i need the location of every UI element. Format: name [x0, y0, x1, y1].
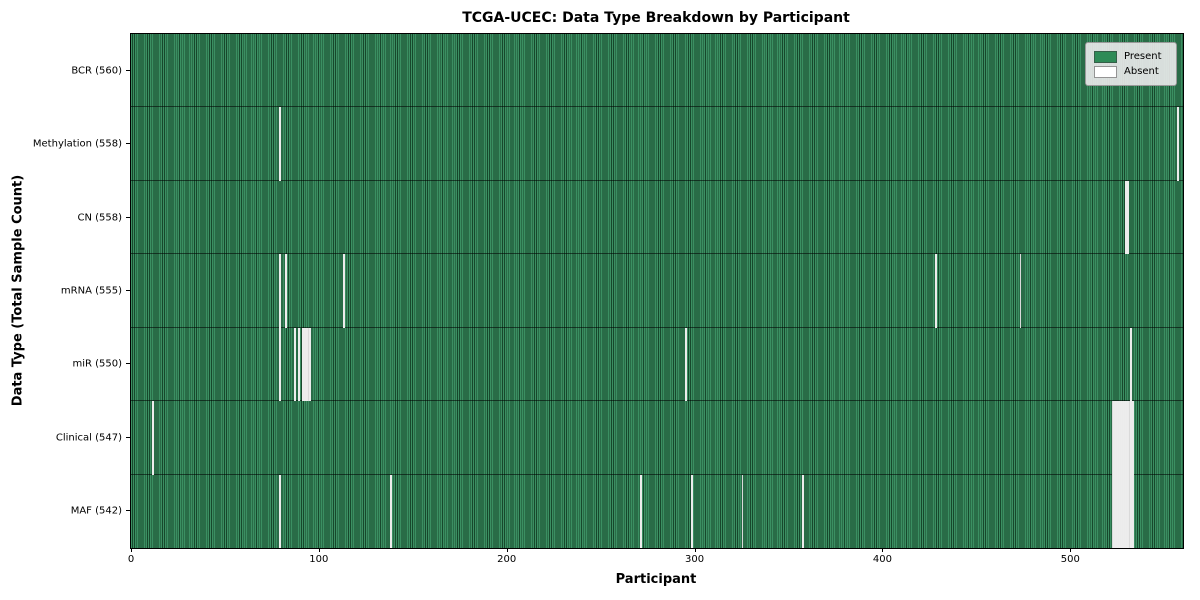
absent-cell [1121, 401, 1123, 475]
absent-cell [935, 254, 937, 328]
absent-cell [294, 327, 297, 402]
absent-cell [1132, 474, 1135, 548]
absent-cell [1128, 401, 1131, 475]
absent-cell [1130, 327, 1133, 402]
y-tick-label-mrna: mRNA (555) [60, 285, 122, 297]
heatmap-row-clinical [131, 401, 1183, 475]
absent-cell [1115, 474, 1118, 548]
y-tick-label-methylation: Methylation (558) [32, 138, 122, 150]
legend-label-present: Present [1124, 51, 1162, 62]
absent-cell [685, 327, 688, 402]
x-tick-mark [506, 548, 508, 552]
x-tick-mark [882, 548, 884, 552]
absent-cell [1117, 401, 1120, 475]
absent-cell [1121, 474, 1123, 548]
absent-cell [1177, 107, 1180, 181]
absent-cell [1111, 474, 1114, 548]
absent-cell [1117, 474, 1120, 548]
absent-cell [1113, 474, 1116, 548]
absent-cell [1126, 180, 1129, 255]
absent-cell [151, 401, 154, 475]
chart-title: TCGA-UCEC: Data Type Breakdown by Partic… [462, 10, 850, 26]
heatmap-row-bcr [131, 34, 1183, 108]
y-tick-mark [126, 436, 130, 438]
absent-cell [1122, 401, 1125, 475]
absent-cell [305, 327, 308, 402]
y-tick-mark [126, 363, 130, 365]
absent-cell [640, 474, 642, 548]
absent-cell [1132, 401, 1135, 475]
y-tick-label-cn: CN (558) [77, 212, 122, 224]
heatmap-row-methylation [131, 107, 1183, 181]
absent-cell [303, 327, 306, 402]
absent-cell [1128, 474, 1131, 548]
absent-cell [279, 474, 282, 548]
absent-cell [801, 474, 804, 548]
x-tick-label-400: 400 [872, 554, 892, 565]
absent-cell [1111, 401, 1114, 475]
absent-swatch-icon [1094, 65, 1117, 78]
x-tick-mark [694, 548, 696, 552]
x-tick-label-300: 300 [685, 554, 705, 565]
y-tick-label-mir: miR (550) [72, 358, 122, 370]
absent-cell [301, 327, 304, 402]
absent-cell [1019, 254, 1022, 328]
y-tick-label-maf: MAF (542) [70, 505, 122, 517]
absent-cell [1122, 474, 1125, 548]
legend: Present Absent [1085, 42, 1177, 86]
x-tick-mark [1070, 548, 1072, 552]
heatmap-plot [130, 33, 1184, 549]
present-swatch-icon [1094, 50, 1117, 63]
absent-cell [309, 327, 312, 402]
absent-cell [1119, 474, 1121, 548]
x-tick-label-500: 500 [1060, 554, 1080, 565]
x-tick-label-100: 100 [309, 554, 329, 565]
x-tick-label-0: 0 [127, 554, 135, 565]
heatmap-row-mrna [131, 254, 1183, 328]
absent-cell [285, 254, 287, 328]
absent-cell [1124, 474, 1127, 548]
absent-cell [279, 254, 282, 328]
legend-item-absent: Absent [1094, 64, 1168, 79]
absent-cell [1130, 474, 1133, 548]
x-tick-label-200: 200 [497, 554, 517, 565]
y-tick-mark [126, 510, 130, 512]
y-tick-label-clinical: Clinical (547) [55, 432, 122, 444]
y-tick-mark [126, 143, 130, 145]
absent-cell [1130, 401, 1133, 475]
absent-cell [1124, 180, 1127, 255]
y-tick-mark [126, 216, 130, 218]
absent-cell [279, 327, 282, 402]
absent-cell [1115, 401, 1118, 475]
absent-cell [1113, 401, 1116, 475]
legend-label-absent: Absent [1124, 66, 1159, 77]
y-tick-label-bcr: BCR (560) [71, 65, 122, 77]
absent-cell [690, 474, 693, 548]
absent-cell [298, 327, 301, 402]
absent-cell [1126, 474, 1129, 548]
x-tick-mark [131, 548, 132, 552]
heatmap-row-cn [131, 180, 1183, 255]
absent-cell [279, 107, 282, 181]
y-tick-mark [126, 69, 130, 71]
legend-item-present: Present [1094, 49, 1168, 64]
heatmap-row-maf [131, 474, 1183, 548]
absent-cell [1119, 401, 1121, 475]
heatmap-row-mir [131, 327, 1183, 402]
x-axis-label: Participant [615, 572, 697, 587]
absent-cell [1126, 401, 1129, 475]
absent-cell [1124, 401, 1127, 475]
absent-cell [307, 327, 310, 402]
absent-cell [343, 254, 346, 328]
x-tick-mark [318, 548, 320, 552]
y-tick-mark [126, 290, 130, 291]
absent-cell [390, 474, 393, 548]
absent-cell [741, 474, 744, 548]
